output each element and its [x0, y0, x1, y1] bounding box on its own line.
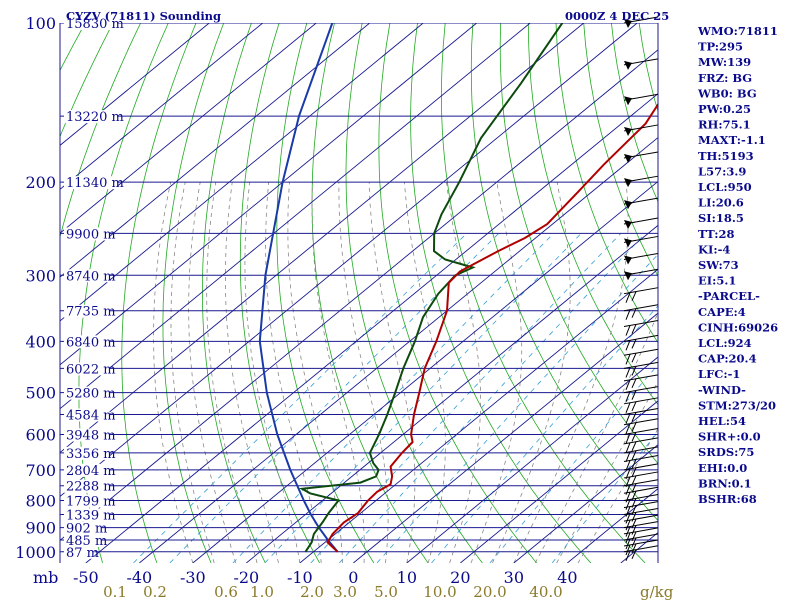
- mixing-ratio-label: 0.2: [143, 583, 167, 600]
- pressure-tick-label: 400: [25, 332, 56, 351]
- height-label: 2288 m: [66, 480, 116, 495]
- temperature-tick-label: 30: [504, 568, 524, 587]
- pressure-tick-label: 700: [25, 461, 56, 480]
- index-item: MAXT:-1.1: [698, 133, 766, 147]
- mixing-ratio-label: 3.0: [333, 583, 357, 600]
- index-item: LCL:950: [698, 180, 752, 194]
- index-item: PW:0.25: [698, 102, 751, 116]
- mixing-ratio-label: 0.6: [214, 583, 238, 600]
- height-label: 6022 m: [66, 362, 116, 377]
- mixing-ratio-unit: g/kg: [640, 583, 674, 600]
- pressure-tick-label: 100: [25, 14, 56, 33]
- index-item: LCL:924: [698, 336, 752, 350]
- index-item: TP:295: [698, 40, 743, 54]
- index-item: KI:-4: [698, 242, 730, 256]
- index-item: -WIND-: [698, 383, 746, 397]
- height-label: 9900 m: [66, 227, 116, 242]
- index-item: CAPE:4: [698, 305, 746, 319]
- pressure-tick-label: 1000: [15, 543, 56, 562]
- mixing-ratio-label: 40.0: [529, 583, 562, 600]
- index-item: SRDS:75: [698, 445, 754, 459]
- index-item: CAP:20.4: [698, 352, 757, 366]
- index-item: WMO:71811: [697, 24, 778, 38]
- index-item: L57:3.9: [698, 164, 746, 178]
- height-label: 13220 m: [66, 110, 124, 125]
- index-item: EHI:0.0: [698, 461, 747, 475]
- mixing-ratio-label: 0.1: [103, 583, 127, 600]
- index-item: HEL:54: [698, 414, 746, 428]
- index-item: MW:139: [698, 55, 751, 69]
- chart-time: 0000Z 4 DEC 25: [565, 9, 669, 23]
- pressure-tick-label: 800: [25, 492, 56, 511]
- height-label: 3948 m: [66, 428, 116, 443]
- index-item: SW:73: [698, 258, 739, 272]
- pressure-unit: mb: [33, 568, 58, 587]
- index-item: EI:5.1: [698, 274, 736, 288]
- mixing-ratio-label: 20.0: [473, 583, 506, 600]
- index-item: RH:75.1: [698, 118, 751, 132]
- index-item: -PARCEL-: [698, 289, 760, 303]
- index-item: FRZ: BG: [698, 71, 752, 85]
- height-label: 6840 m: [66, 335, 116, 350]
- height-label: 8740 m: [66, 269, 116, 284]
- index-item: LFC:-1: [698, 367, 740, 381]
- mixing-ratio-label: 5.0: [374, 583, 398, 600]
- height-label: 3356 m: [66, 447, 116, 462]
- index-item: SHR+:0.0: [698, 430, 761, 444]
- temperature-tick-label: 10: [397, 568, 417, 587]
- index-item: LI:20.6: [698, 196, 744, 210]
- index-item: BRN:0.1: [698, 476, 752, 490]
- temperature-tick-label: -30: [180, 568, 206, 587]
- mixing-ratio-label: 2.0: [300, 583, 324, 600]
- pressure-tick-label: 600: [25, 425, 56, 444]
- height-label: 11340 m: [66, 176, 124, 191]
- index-item: STM:273/20: [698, 398, 776, 412]
- height-label: 1799 m: [66, 495, 116, 510]
- index-item: SI:18.5: [698, 211, 744, 225]
- height-label: 5280 m: [66, 387, 116, 402]
- height-label: 7735 m: [66, 305, 116, 320]
- pressure-tick-label: 300: [25, 266, 56, 285]
- index-item: TH:5193: [698, 149, 754, 163]
- index-item: TT:28: [698, 227, 735, 241]
- temperature-tick-label: -50: [73, 568, 99, 587]
- chart-title: CYZV (71811) Sounding: [66, 9, 221, 23]
- index-item: BSHR:68: [698, 492, 757, 506]
- pressure-tick-label: 200: [25, 173, 56, 192]
- pressure-tick-label: 900: [25, 519, 56, 538]
- height-label: 87 m: [66, 546, 99, 561]
- index-item: WB0: BG: [697, 86, 757, 100]
- mixing-ratio-label: 1.0: [250, 583, 274, 600]
- mixing-ratio-label: 10.0: [423, 583, 456, 600]
- height-label: 2804 m: [66, 464, 116, 479]
- pressure-tick-label: 500: [25, 384, 56, 403]
- index-item: CINH:69026: [698, 320, 778, 334]
- height-label: 4584 m: [66, 409, 116, 424]
